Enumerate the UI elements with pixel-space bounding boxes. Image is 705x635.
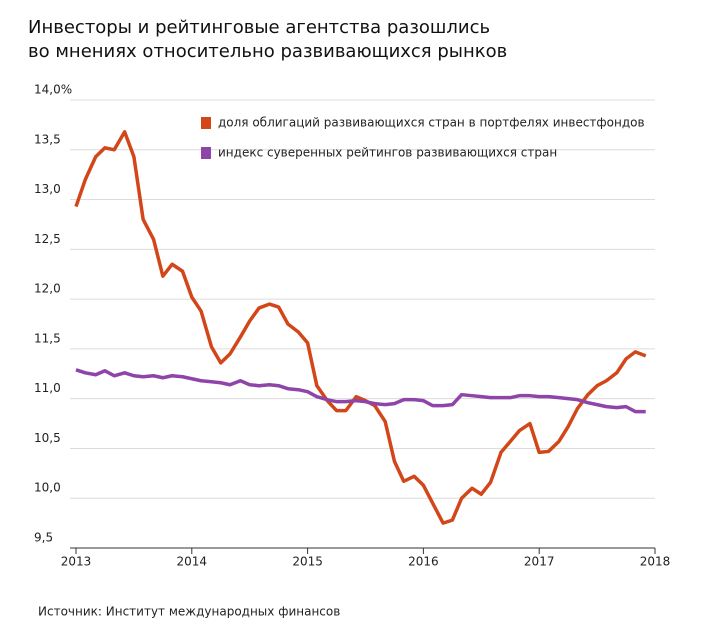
y-tick-label: 11,5 xyxy=(34,331,61,345)
legend-label: доля облигаций развивающихся стран в пор… xyxy=(218,116,645,130)
x-tick-label: 2013 xyxy=(61,555,92,569)
y-tick-label: 9,5 xyxy=(34,531,53,545)
x-tick-label: 2017 xyxy=(524,555,555,569)
x-tick-label: 2016 xyxy=(408,555,439,569)
y-tick-label: 11,0 xyxy=(34,381,61,395)
x-tick-label: 2014 xyxy=(177,555,208,569)
line xyxy=(74,130,647,525)
chart-title: Инвесторы и рейтинговые агентства разошл… xyxy=(28,17,490,38)
y-tick-label: 10,5 xyxy=(34,431,61,445)
y-tick-label: 14,0% xyxy=(34,83,72,97)
legend-swatch xyxy=(201,117,211,129)
chart-title: во мнениях относительно развивающихся ры… xyxy=(28,41,507,62)
y-tick-label: 10,0 xyxy=(34,481,61,495)
y-tick-label: 12,0 xyxy=(34,282,61,296)
legend-swatch xyxy=(201,147,211,159)
source: Источник: Институт международных финансо… xyxy=(38,605,340,619)
y-tick-label: 12,5 xyxy=(34,232,61,246)
legend-label: индекс суверенных рейтингов развивающихс… xyxy=(218,146,557,160)
line xyxy=(75,368,646,414)
x-tick-label: 2018 xyxy=(640,555,671,569)
y-tick-label: 13,5 xyxy=(34,132,61,146)
y-tick-label: 13,0 xyxy=(34,182,61,196)
x-tick-label: 2015 xyxy=(292,555,323,569)
